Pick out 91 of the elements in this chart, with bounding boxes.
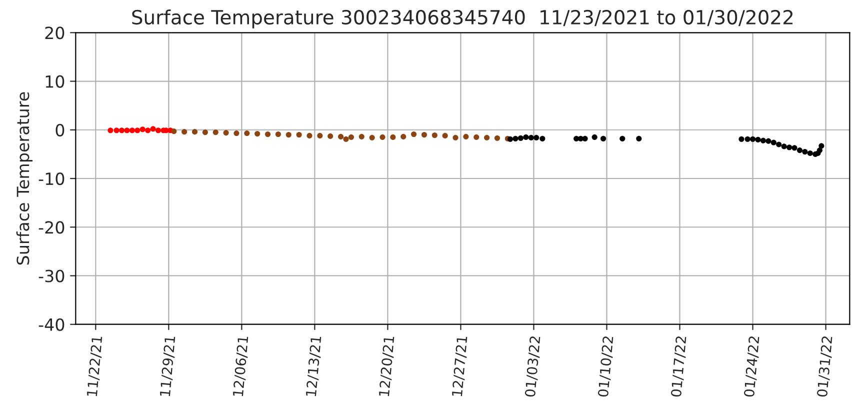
point bbox=[744, 136, 750, 142]
point bbox=[244, 130, 250, 136]
point bbox=[124, 128, 130, 134]
point bbox=[802, 148, 808, 155]
y-tick-label: 0 bbox=[56, 124, 64, 136]
point bbox=[738, 136, 744, 142]
point bbox=[816, 148, 822, 154]
point bbox=[507, 136, 514, 142]
x-tick-label: 01/10/22 bbox=[598, 336, 614, 398]
point bbox=[296, 132, 302, 138]
point bbox=[140, 126, 146, 132]
y-tick-label: -30 bbox=[38, 270, 64, 282]
y-tick-label: -10 bbox=[38, 172, 64, 186]
point bbox=[807, 150, 813, 156]
point bbox=[600, 136, 606, 142]
y-tick-label: 10 bbox=[46, 75, 64, 88]
point bbox=[766, 138, 772, 144]
point bbox=[134, 128, 140, 134]
point bbox=[540, 136, 546, 142]
point bbox=[348, 134, 354, 140]
point bbox=[474, 134, 480, 140]
point bbox=[494, 135, 500, 141]
x-tick-label: 11/29/21 bbox=[160, 336, 176, 396]
point bbox=[155, 128, 162, 134]
x-tick-label: 12/13/21 bbox=[306, 336, 322, 396]
point bbox=[620, 136, 626, 142]
chart-title: Surface Temperature 300234068345740 11/23/2021 to 01/30/2022 bbox=[132, 10, 793, 28]
y-tick-label: -20 bbox=[38, 221, 64, 234]
point bbox=[463, 134, 469, 140]
point bbox=[254, 130, 260, 137]
point bbox=[484, 134, 490, 140]
point bbox=[286, 132, 292, 138]
point bbox=[755, 136, 761, 142]
point bbox=[750, 136, 756, 142]
point bbox=[582, 136, 588, 142]
point bbox=[776, 142, 782, 148]
point bbox=[523, 134, 529, 140]
point bbox=[411, 131, 417, 138]
point bbox=[171, 128, 177, 134]
point bbox=[129, 128, 135, 134]
point bbox=[770, 140, 776, 146]
point bbox=[792, 145, 798, 151]
point bbox=[452, 134, 458, 140]
x-tick-label: 11/22/21 bbox=[86, 336, 104, 396]
point bbox=[442, 132, 448, 138]
point bbox=[421, 132, 427, 138]
point bbox=[275, 131, 281, 138]
point bbox=[796, 148, 802, 154]
point bbox=[432, 132, 438, 138]
point bbox=[358, 134, 364, 140]
x-tick-label: 01/24/22 bbox=[744, 336, 760, 398]
point bbox=[636, 136, 642, 142]
y-tick-label: 20 bbox=[45, 26, 64, 40]
point bbox=[380, 134, 386, 140]
point bbox=[317, 132, 323, 138]
point bbox=[264, 131, 271, 138]
point bbox=[760, 138, 766, 144]
point bbox=[108, 128, 114, 134]
point bbox=[182, 129, 188, 135]
x-tick-label: 01/31/22 bbox=[816, 336, 834, 398]
point bbox=[338, 134, 344, 140]
x-tick-label: 12/20/21 bbox=[378, 336, 396, 396]
point bbox=[212, 130, 218, 136]
x-tick-label: 12/06/21 bbox=[232, 336, 250, 396]
point bbox=[306, 132, 312, 138]
point bbox=[518, 135, 524, 141]
point bbox=[192, 129, 198, 135]
point bbox=[534, 134, 540, 140]
point bbox=[343, 136, 349, 142]
point bbox=[512, 136, 518, 142]
point bbox=[118, 128, 125, 134]
point bbox=[786, 144, 792, 150]
x-tick-label: 01/17/22 bbox=[670, 336, 688, 398]
point bbox=[400, 134, 406, 140]
point bbox=[150, 126, 156, 132]
point bbox=[592, 134, 598, 140]
point bbox=[528, 134, 534, 140]
y-tick-label: -40 bbox=[38, 318, 64, 331]
x-tick-label: 01/03/22 bbox=[524, 336, 542, 398]
point bbox=[369, 134, 375, 140]
point bbox=[818, 143, 824, 149]
point bbox=[223, 130, 229, 136]
point bbox=[234, 130, 240, 136]
point bbox=[145, 128, 151, 134]
point bbox=[390, 134, 396, 140]
point bbox=[328, 133, 334, 139]
y-axis-title: Surface Temperature bbox=[16, 92, 32, 265]
x-tick-label: 12/27/21 bbox=[452, 336, 468, 396]
point bbox=[781, 144, 787, 150]
point bbox=[114, 128, 120, 134]
point bbox=[202, 130, 208, 136]
